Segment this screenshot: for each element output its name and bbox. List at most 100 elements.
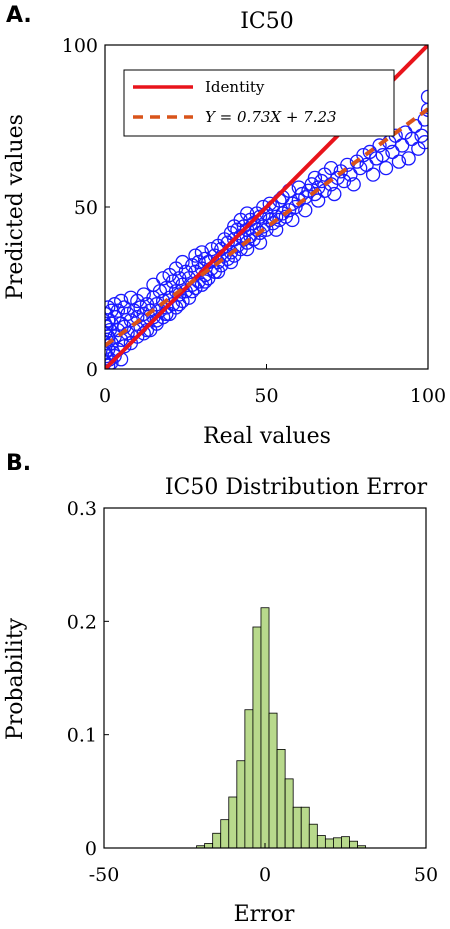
scatter-point [117, 339, 132, 354]
scatter-point [372, 138, 387, 153]
scatter-point [197, 251, 213, 266]
scatter-point [220, 235, 235, 250]
scatter-point [375, 148, 390, 163]
scatter-point [107, 297, 122, 312]
y-tick-label: 0.1 [67, 725, 97, 747]
scatter-point [359, 157, 374, 173]
scatter-point [105, 355, 119, 369]
scatter-ylabel: Predicted values [3, 114, 28, 300]
scatter-point [107, 348, 122, 364]
scatter-point [155, 271, 171, 286]
scatter-point [123, 290, 138, 305]
scatter-point [185, 284, 200, 299]
y-tick-label: 0.3 [67, 498, 97, 520]
scatter-point [265, 216, 281, 231]
scatter-point [117, 300, 132, 315]
histogram-bar [260, 607, 270, 849]
scatter-point [346, 177, 361, 192]
scatter-point [256, 199, 271, 215]
histogram-bar [341, 836, 350, 849]
scatter-point [172, 297, 187, 312]
x-tick-label: 0 [259, 864, 271, 886]
scatter-point [126, 303, 142, 318]
scatter-point [105, 303, 119, 318]
legend-box [123, 69, 395, 137]
x-tick-label: 50 [254, 385, 278, 407]
scatter-point [172, 287, 187, 302]
scatter-point [278, 209, 294, 224]
scatter-point [185, 258, 200, 273]
scatter-point [323, 160, 339, 176]
scatter-point [369, 151, 384, 166]
scatter-point [130, 329, 145, 344]
histogram-panel: B. IC50 Distribution Error -50 0 50 0 0.1 0.2… [3, 451, 438, 927]
scatter-point [239, 206, 255, 221]
scatter-point [395, 138, 410, 153]
scatter-point [304, 177, 319, 192]
histogram-bar [244, 709, 254, 849]
scatter-point [269, 222, 284, 237]
scatter-point [262, 196, 277, 211]
scatter-point [188, 248, 203, 263]
scatter-point [411, 141, 426, 156]
scatter-point [285, 212, 300, 228]
scatter-point [175, 293, 190, 309]
histogram-title: IC50 Distribution Error [165, 475, 428, 500]
scatter-point [114, 316, 129, 331]
panel-label-b: B. [6, 451, 31, 476]
x-tick-label: -50 [89, 864, 120, 886]
scatter-xlabel: Real values [203, 424, 331, 449]
histogram-bar [349, 840, 358, 849]
scatter-point [105, 358, 116, 369]
scatter-point [307, 186, 323, 202]
scatter-point [136, 326, 151, 341]
scatter-point [420, 102, 428, 117]
histogram-bar [228, 796, 238, 849]
histogram-bar [220, 819, 230, 849]
histogram-ylabel: Probability [3, 617, 28, 740]
scatter-point [365, 167, 381, 182]
legend: Identity Y = 0.73X + 7.23 [123, 69, 395, 137]
fit-line [105, 107, 428, 348]
scatter-point [307, 170, 323, 185]
scatter-point [385, 144, 400, 160]
y-tick-label: 0.2 [67, 611, 97, 633]
scatter-point [110, 303, 126, 318]
scatter-point [114, 293, 129, 309]
histogram-bar [252, 626, 262, 849]
histogram-xlabel: Error [234, 902, 295, 927]
y-tick-label: 0 [85, 838, 97, 860]
scatter-point [139, 322, 155, 338]
scatter-point [420, 89, 428, 104]
scatter-point [356, 148, 371, 163]
scatter-point [105, 326, 113, 341]
legend-label-identity: Identity [205, 78, 265, 96]
histogram-bar [333, 837, 342, 849]
scatter-point [401, 151, 416, 166]
scatter-point [133, 300, 148, 315]
scatter-point [191, 254, 206, 270]
histogram-bar [324, 838, 334, 849]
histogram-bar [268, 712, 278, 849]
x-tick-label: 0 [99, 385, 111, 407]
scatter-point [155, 293, 171, 309]
histogram-bar [212, 832, 222, 849]
y-tick-label: 50 [74, 197, 98, 219]
legend-label-fit: Y = 0.73X + 7.23 [205, 108, 337, 126]
histogram-bar [300, 806, 310, 849]
scatter-point [185, 277, 200, 292]
y-tick-label: 100 [62, 35, 98, 57]
scatter-point [288, 199, 303, 215]
scatter-point [136, 287, 151, 302]
scatter-point [275, 206, 290, 221]
scatter-point [353, 160, 368, 176]
scatter-point [181, 290, 197, 305]
scatter-point [105, 319, 114, 335]
scatter-point [414, 128, 428, 143]
scatter-point [311, 193, 326, 208]
histogram-bar [308, 823, 318, 849]
scatter-title: IC50 [240, 9, 294, 34]
scatter-point [281, 203, 297, 218]
scatter-point [149, 313, 164, 328]
